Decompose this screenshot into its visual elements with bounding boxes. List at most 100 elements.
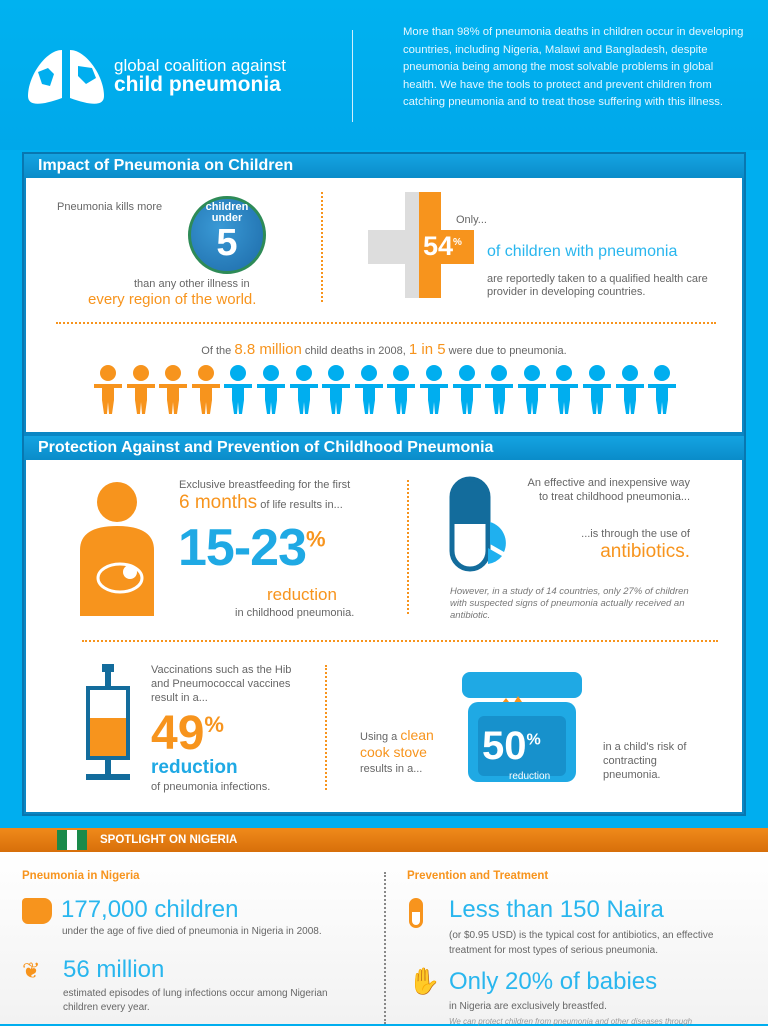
dotted-divider <box>384 872 386 1024</box>
deaths-pre: Of the <box>201 345 235 357</box>
right-title: Prevention and Treatment <box>407 870 549 882</box>
stove-pct: % <box>526 731 541 749</box>
child-figure-icon <box>581 364 611 416</box>
bf-months: 6 months <box>179 492 258 513</box>
only-text: Only... <box>456 214 487 226</box>
spotlight-banner: SPOTLIGHT ON NIGERIA <box>0 828 768 852</box>
ab-line1: An effective and inexpensive way <box>527 477 690 489</box>
lungs-globe-logo-icon <box>28 50 104 104</box>
dotted-divider <box>325 665 327 790</box>
deaths-post: were due to pneumonia. <box>445 345 567 357</box>
ab-line2: to treat childhood pneumonia... <box>538 491 690 503</box>
stove-clean: clean <box>400 727 434 743</box>
header <box>0 0 768 150</box>
hand-icon: ✋ <box>408 966 441 996</box>
protection-section <box>26 460 742 812</box>
stove-results: results in a... <box>360 763 423 775</box>
child-figure-icon <box>451 364 481 416</box>
bf-reduction: reduction <box>267 585 337 604</box>
dotted-divider <box>321 192 323 302</box>
child-figure-icon <box>548 364 579 416</box>
vac-number: 49% <box>151 706 224 761</box>
pill-icon <box>449 476 506 572</box>
pill-icon-small <box>409 898 423 928</box>
stove-number: 50% <box>482 724 541 769</box>
stat-20-percent: Only 20% of babies <box>449 968 658 995</box>
every-region-text: every region of the world. <box>88 291 257 308</box>
cross-icon-vertical <box>405 192 419 298</box>
stat4-note: We can protect children from pneumonia a… <box>449 1017 693 1026</box>
ab-note: However, in a study of 14 countries, onl… <box>450 586 689 621</box>
globe-line2: under <box>211 212 243 224</box>
child-figure-icon <box>483 364 514 416</box>
stat-150-naira: Less than 150 Naira <box>449 896 664 923</box>
syringe-icon <box>86 664 130 780</box>
stat3-desc: (or $0.95 USD) is the typical cost for a… <box>449 930 714 956</box>
child-figure-icon <box>92 364 122 416</box>
child-figure-icon <box>255 364 285 416</box>
bf-line2: 6 months of life results in... <box>179 492 343 514</box>
stat4-desc: in Nigeria are exclusively breastfed. <box>449 1001 607 1012</box>
dotted-divider <box>56 322 716 324</box>
vac-pct: % <box>204 712 224 737</box>
child-figure-icon <box>646 364 677 416</box>
child-figure-icon <box>222 364 253 416</box>
section-title-impact: Impact of Pneumonia on Children <box>24 154 744 178</box>
bf-range-value: 15-23 <box>178 519 307 577</box>
stat-56-million: 56 million <box>63 956 165 983</box>
stat-177000: 177,000 children <box>61 896 239 923</box>
deaths-mid: child deaths in 2008, <box>301 345 409 357</box>
globe-number: 5 <box>216 222 238 264</box>
of-children-text: of children with pneumonia <box>487 243 678 260</box>
stove-reduction: reduction <box>509 771 551 782</box>
dotted-divider <box>82 640 718 642</box>
child-figure-icon <box>157 364 188 416</box>
cook-stove-icon <box>462 672 582 782</box>
stove-text-line1: Using a clean <box>360 727 434 745</box>
logo-text-line1: global coalition against <box>114 56 287 75</box>
stat2-desc: estimated episodes of lung infections oc… <box>63 988 328 1013</box>
section-title-protection: Protection Against and Prevention of Chi… <box>24 436 744 460</box>
vac-of: of pneumonia infections. <box>151 781 271 793</box>
nigeria-map-icon <box>22 898 52 924</box>
logo-text-line2: child pneumonia <box>114 73 281 96</box>
deaths-text: Of the 8.8 million child deaths in 2008,… <box>0 341 768 358</box>
taken-to-text: are reportedly taken to a qualified heal… <box>487 273 708 298</box>
bf-pct: % <box>306 526 326 552</box>
stove-risk: in a child's risk of contracting pneumon… <box>603 741 687 781</box>
ratio: 1 in 5 <box>408 341 446 358</box>
pct-54: 54% <box>423 231 462 262</box>
globe-line1: children <box>205 201 249 213</box>
child-figure-icon <box>125 364 155 416</box>
pct-value: 54 <box>423 231 454 261</box>
child-figure-icon <box>385 364 416 416</box>
globe-icon: children under 5 <box>188 196 266 274</box>
stat1-desc: under the age of five died of pneumonia … <box>62 926 322 937</box>
intro-text: More than 98% of pneumonia deaths in chi… <box>403 26 744 108</box>
stove-cook: cook stove <box>360 744 427 760</box>
child-figure-icon <box>320 364 351 416</box>
lungs-icon: ❦ <box>22 958 41 983</box>
breastfeeding-mother-icon <box>80 482 154 616</box>
left-title: Pneumonia in Nigeria <box>22 870 140 882</box>
deaths-number: 8.8 million <box>234 341 302 358</box>
stove-value: 50 <box>482 724 527 768</box>
vac-text: Vaccinations such as the Hib and Pneumoc… <box>151 664 292 704</box>
vac-reduction: reduction <box>151 757 238 778</box>
child-figure-icon <box>614 364 644 416</box>
stove-using: Using a <box>360 731 401 743</box>
ab-word: antibiotics. <box>600 541 690 562</box>
bf-in: in childhood pneumonia. <box>235 607 355 619</box>
child-figure-icon <box>288 364 318 416</box>
bf-line2-text: of life results in... <box>257 499 343 511</box>
dotted-divider <box>407 480 409 614</box>
pct-sign: % <box>453 237 462 248</box>
kills-more-text: Pneumonia kills more <box>57 201 163 213</box>
vac-value: 49 <box>151 707 205 760</box>
child-figure-icon <box>353 364 383 416</box>
than-any-text: than any other illness in <box>134 278 250 290</box>
cross-icon-orange-bar <box>419 230 474 264</box>
ab-through: ...is through the use of <box>581 528 690 540</box>
bf-line1: Exclusive breastfeeding for the first <box>179 479 351 491</box>
child-figure-icon <box>516 364 546 416</box>
